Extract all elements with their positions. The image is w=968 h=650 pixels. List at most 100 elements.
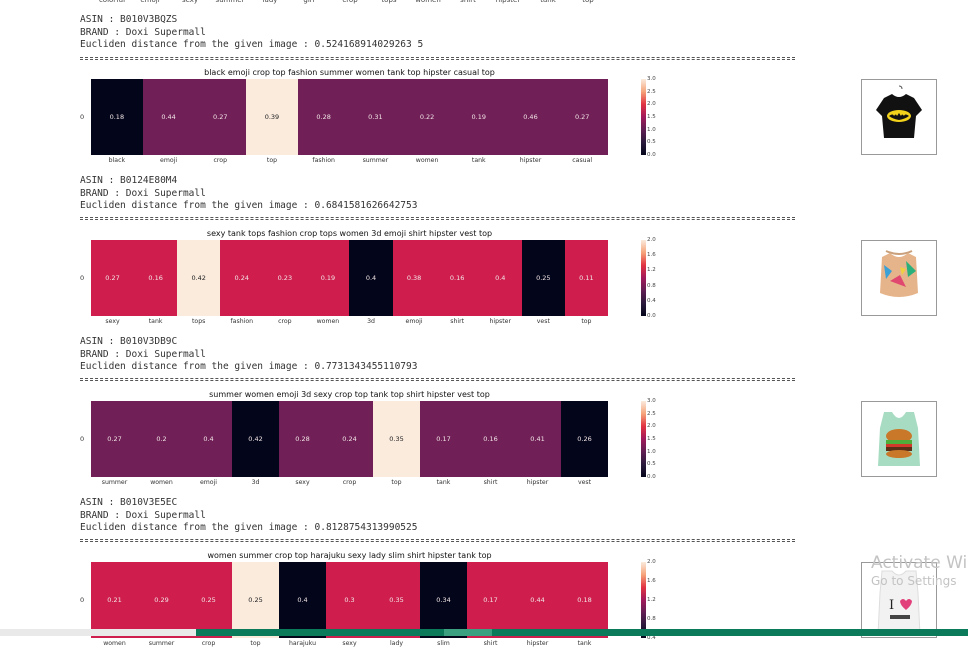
heatmap-x-labels: women summer crop top harajuku sexy lady slim sh… <box>91 640 608 650</box>
brand-text: BRAND : Doxi Supermall <box>80 509 206 521</box>
heatmap-row-label: 0 <box>80 274 85 282</box>
heatmap-x-label: hipster <box>519 157 542 164</box>
top-axis-label: crop <box>342 0 358 4</box>
horizontal-scrollbar[interactable] <box>196 629 968 636</box>
heatmap-x-label: 3d <box>251 479 260 486</box>
top-axis-label: summer <box>215 0 245 4</box>
heatmap-x-label: lady <box>389 640 404 647</box>
heatmap-x-label: top <box>250 640 261 647</box>
top-axis-label: emoji <box>140 0 160 4</box>
heatmap-cell: 0.17 <box>420 401 467 477</box>
product-thumbnail[interactable] <box>861 79 937 155</box>
heatmap-cell: 0.22 <box>401 79 453 155</box>
heatmap-cell: 0.34 <box>420 562 467 638</box>
heatmap-x-label: women <box>316 318 340 325</box>
heatmap-cell: 0.25 <box>185 562 232 638</box>
distance-text: Eucliden distance from the given image :… <box>80 522 418 533</box>
burger-tank-top-image <box>862 402 936 476</box>
heatmap-x-label: women <box>150 479 173 486</box>
colorbar-tick: 2.0 <box>647 101 656 108</box>
heatmap-x-label: crop <box>201 640 216 647</box>
distance-text: Eucliden distance from the given image :… <box>80 200 418 211</box>
batman-crop-top-image <box>862 80 936 154</box>
colorbar-tick: 0.0 <box>647 474 656 480</box>
product-thumbnail[interactable] <box>861 401 937 477</box>
colorbar-tick: 1.6 <box>647 578 656 584</box>
heatmap-cell: 0.2 <box>138 401 185 477</box>
top-axis-label: tank <box>540 0 556 4</box>
heatmap-cell: 0.27 <box>556 79 609 155</box>
distance-text: Eucliden distance from the given image :… <box>80 361 418 372</box>
heatmap-x-label: summer <box>101 479 128 486</box>
heatmap-cell: 0.25 <box>521 240 565 316</box>
heatmap-cell: 0.44 <box>514 562 561 638</box>
brand-text: BRAND : Doxi Supermall <box>80 26 206 38</box>
colorbar <box>641 562 646 638</box>
heatmap-cell: 0.25 <box>232 562 279 638</box>
heatmap-cell: 0.16 <box>435 240 479 316</box>
heatmap-x-label: shirt <box>450 318 465 325</box>
floral-crop-top-image <box>862 241 936 315</box>
colorbar-ticks: 2.0 1.6 1.2 0.8 0.4 0.0 <box>647 237 667 319</box>
asin-text: ASIN : B010V3DB9C <box>80 336 178 347</box>
heatmap-cell: 0.38 <box>392 240 436 316</box>
horizontal-scroll-track[interactable] <box>0 629 196 636</box>
colorbar-tick: 1.0 <box>647 126 656 133</box>
heatmap-title: summer women emoji 3d sexy crop top tank… <box>209 390 490 399</box>
horizontal-scroll-thumb[interactable] <box>444 629 492 636</box>
heatmap-row-label: 0 <box>80 435 85 443</box>
heatmap-cell: 0.21 <box>91 562 138 638</box>
colorbar <box>641 79 646 155</box>
heatmap-cell: 0.19 <box>306 240 350 316</box>
heatmap-cell: 0.28 <box>279 401 326 477</box>
colorbar-tick: 1.2 <box>647 597 656 603</box>
top-axis-label: colorful <box>98 0 126 4</box>
asin-text: ASIN : B0124E80M4 <box>80 175 178 186</box>
product-thumbnail[interactable]: I <box>861 562 937 638</box>
brand-text: BRAND : Doxi Supermall <box>80 187 206 199</box>
heatmap-x-label: crop <box>278 318 292 325</box>
colorbar-tick: 0.8 <box>647 282 656 289</box>
product-meta: ASIN : B010V3E5EC BRAND : Doxi Supermall E… <box>80 497 417 535</box>
heatmap-cell: 0.27 <box>91 401 138 477</box>
colorbar-tick: 0.5 <box>647 139 656 146</box>
heatmap-cell: 0.4 <box>349 240 393 316</box>
heatmap-x-label: crop <box>342 479 357 486</box>
heatmap-cell: 0.29 <box>138 562 185 638</box>
heatmap-cell: 0.24 <box>326 401 373 477</box>
heatmap-cell: 0.31 <box>349 79 402 155</box>
heatmap-cell: 0.18 <box>91 79 143 155</box>
product-thumbnail[interactable] <box>861 240 937 316</box>
colorbar-tick: 0.0 <box>647 313 656 319</box>
heatmap-cell: 0.28 <box>297 79 350 155</box>
windows-activation-watermark: Activate Wi Go to Settings <box>871 553 967 588</box>
heatmap: 0.18 0.44 0.27 0.39 0.28 0.31 0.22 0.19 0.46 0.27 <box>91 79 609 155</box>
colorbar <box>641 401 646 477</box>
heatmap-x-label: black <box>108 157 126 164</box>
colorbar-tick: 0.8 <box>647 616 656 622</box>
heatmap-x-label: tops <box>192 318 206 325</box>
top-axis-label: women <box>415 0 441 4</box>
heatmap-x-label: harajuku <box>288 640 316 647</box>
heatmap-x-label: emoji <box>160 157 178 164</box>
heatmap: 0.27 0.2 0.4 0.42 0.28 0.24 0.35 0.17 0.16 0.41 0.… <box>91 401 608 477</box>
asin-text: ASIN : B010V3BQZS <box>80 14 178 25</box>
heatmap-x-labels: summer women emoji 3d sexy crop top tank shirt hi… <box>91 479 608 489</box>
colorbar-tick: 2.0 <box>647 237 656 243</box>
heatmap: 0.21 0.29 0.25 0.25 0.4 0.3 0.35 0.34 0.17 0.44 0.… <box>91 562 608 638</box>
heatmap-x-label: sexy <box>105 318 120 325</box>
heatmap-x-label: fashion <box>312 157 335 164</box>
heatmap-x-label: top <box>581 318 592 325</box>
heatmap-title: sexy tank tops fashion crop tops women 3… <box>206 229 493 238</box>
top-axis-labels: colorful emoji sexy summer lady girl crop tops w… <box>0 0 968 6</box>
colorbar-tick: 2.5 <box>647 88 656 95</box>
heatmap-cell: 0.4 <box>478 240 522 316</box>
heatmap-x-label: shirt <box>483 640 498 647</box>
watermark-line2: Go to Settings <box>871 574 957 588</box>
heatmap-cell: 0.35 <box>373 562 420 638</box>
heatmap-x-label: shirt <box>483 479 498 486</box>
heatmap-cell: 0.17 <box>467 562 514 638</box>
heatmap-cell: 0.11 <box>564 240 608 316</box>
colorbar-tick: 2.0 <box>647 559 656 565</box>
separator-line <box>80 378 795 381</box>
